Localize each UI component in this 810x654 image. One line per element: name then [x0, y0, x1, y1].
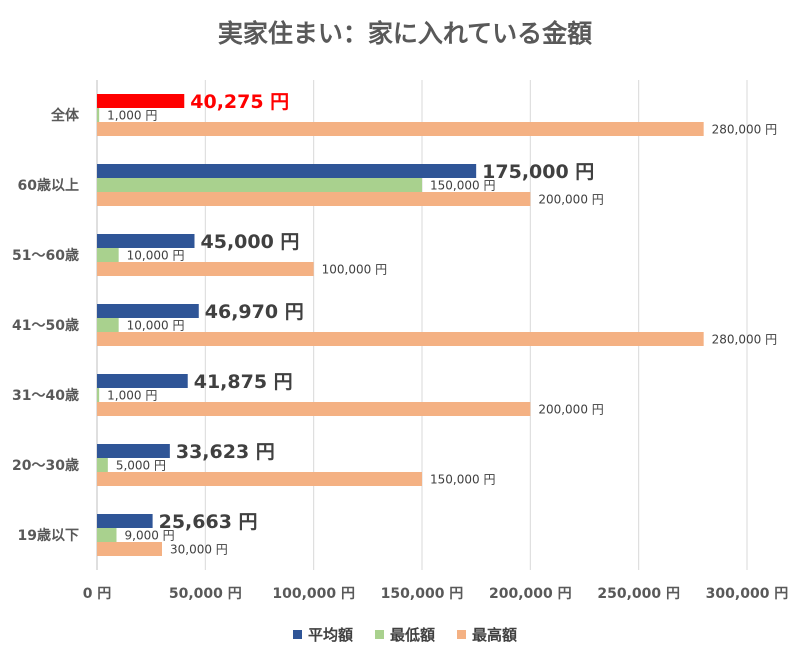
bar — [97, 332, 704, 346]
category-label: 51〜60歳 — [12, 247, 79, 264]
x-tick-label: 150,000 円 — [381, 586, 464, 602]
data-label: 280,000 円 — [712, 123, 777, 137]
data-label: 100,000 円 — [322, 263, 387, 277]
data-label: 150,000 円 — [430, 473, 495, 487]
data-label: 40,275 円 — [190, 91, 289, 113]
legend-label-maximum: 最高額 — [472, 626, 518, 644]
category-label: 20〜30歳 — [12, 457, 79, 474]
data-label: 1,000 円 — [107, 389, 157, 403]
bar — [97, 318, 119, 332]
category-label: 19歳以下 — [18, 527, 79, 544]
bar — [97, 164, 477, 178]
data-label: 1,000 円 — [107, 109, 157, 123]
bar — [97, 262, 314, 276]
legend-swatch-average — [292, 630, 302, 639]
data-label: 200,000 円 — [538, 193, 603, 207]
bar — [97, 514, 153, 528]
bar — [97, 444, 170, 458]
bar — [97, 234, 195, 248]
bar — [97, 528, 117, 542]
data-label: 10,000 円 — [127, 319, 185, 333]
category-label: 全体 — [50, 107, 80, 124]
data-label: 200,000 円 — [538, 403, 603, 417]
data-label: 9,000 円 — [125, 529, 175, 543]
data-label: 25,663 円 — [159, 511, 258, 533]
data-label: 46,970 円 — [205, 301, 304, 323]
data-label: 41,875 円 — [194, 371, 293, 393]
x-tick-label: 300,000 円 — [706, 586, 789, 602]
bar — [97, 402, 531, 416]
bar — [97, 304, 199, 318]
legend-item-average: 平均額 — [292, 624, 353, 645]
bar — [97, 122, 704, 136]
legend-item-minimum: 最低額 — [374, 624, 435, 645]
data-label: 33,623 円 — [176, 441, 275, 463]
data-label: 10,000 円 — [127, 249, 185, 263]
bar — [97, 542, 162, 556]
legend-swatch-minimum — [374, 630, 384, 639]
category-label: 60歳以上 — [18, 177, 79, 194]
bar — [97, 472, 422, 486]
x-tick-label: 0 円 — [83, 586, 112, 602]
x-tick-label: 250,000 円 — [597, 586, 680, 602]
data-label: 280,000 円 — [712, 333, 777, 347]
data-label: 5,000 円 — [116, 459, 166, 473]
data-label: 175,000 円 — [482, 161, 594, 183]
bar — [97, 248, 119, 262]
bar — [97, 458, 108, 472]
bar — [97, 388, 100, 402]
legend-label-average: 平均額 — [307, 626, 353, 644]
data-label: 45,000 円 — [201, 231, 300, 253]
bar — [97, 178, 422, 192]
legend-swatch-maximum — [457, 630, 466, 639]
bar — [97, 192, 531, 206]
bar — [97, 94, 185, 108]
x-tick-label: 100,000 円 — [272, 586, 355, 602]
x-tick-label: 50,000 円 — [169, 586, 242, 602]
bar — [97, 374, 188, 388]
legend-item-maximum: 最高額 — [457, 624, 517, 645]
x-tick-label: 200,000 円 — [489, 586, 572, 602]
legend: 平均額 最低額 最高額 — [0, 624, 810, 645]
bar — [97, 108, 100, 122]
category-label: 31〜40歳 — [12, 387, 79, 404]
data-label: 150,000 円 — [430, 179, 495, 193]
chart-title: 実家住まい：家に入れている金額 — [217, 19, 593, 48]
legend-label-minimum: 最低額 — [389, 626, 435, 644]
data-label: 30,000 円 — [170, 543, 228, 557]
category-label: 41〜50歳 — [12, 317, 79, 334]
